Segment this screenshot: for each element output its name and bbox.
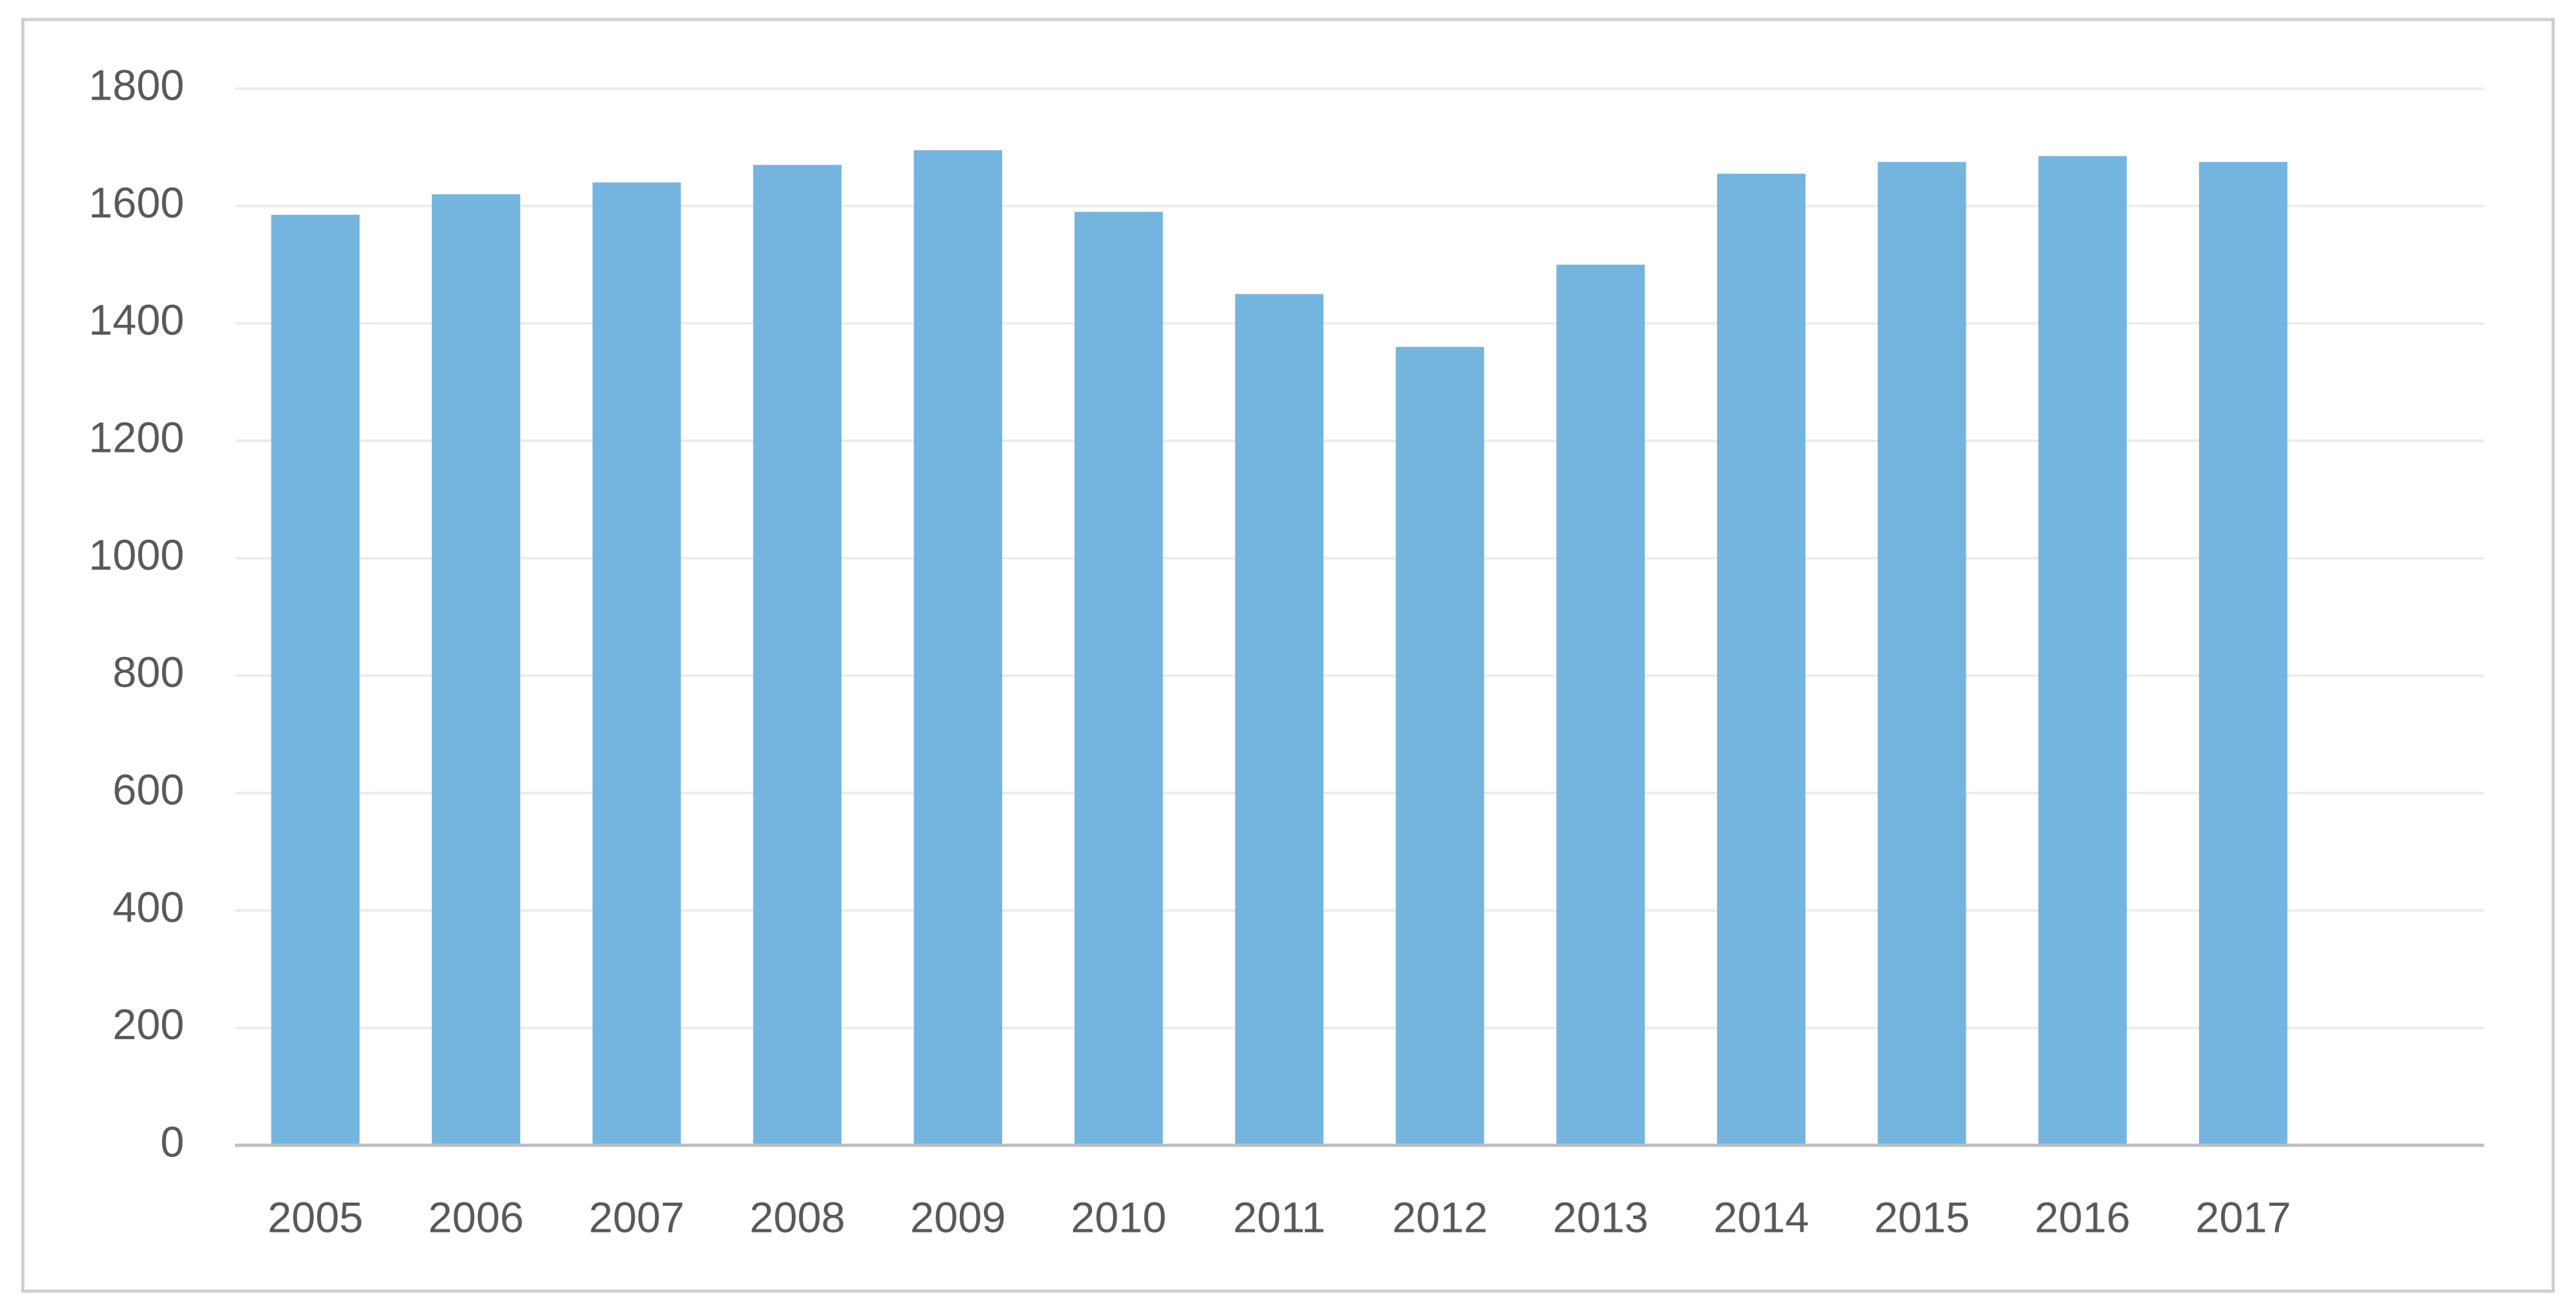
y-tick-label: 1600 [89,178,184,227]
bar [1235,294,1324,1145]
y-tick-label: 600 [113,765,184,813]
bar [2199,161,2288,1145]
y-tick-label: 800 [113,648,184,696]
x-tick-label: 2012 [1392,1193,1488,1241]
bar [1877,161,1967,1145]
y-tick-label: 200 [113,1000,184,1048]
x-tick-label: 2006 [428,1193,524,1241]
x-tick-label: 2009 [910,1193,1006,1241]
bar [2038,156,2127,1146]
bar [432,194,520,1145]
x-tick-label: 2014 [1713,1193,1809,1241]
y-tick-label: 1800 [89,61,184,109]
y-tick-label: 1000 [89,531,184,579]
x-tick-label: 2015 [1874,1193,1970,1241]
y-tick-label: 1400 [89,296,184,344]
x-tick-label: 2010 [1071,1193,1167,1241]
x-tick-label: 2016 [2035,1193,2131,1241]
y-tick-label: 400 [113,883,184,931]
x-tick-label: 2005 [268,1193,363,1241]
bar [1556,264,1645,1145]
bar [271,214,360,1145]
bar [592,182,681,1146]
bar [1716,173,1806,1145]
bar [914,150,1003,1145]
x-tick-label: 2007 [589,1193,684,1241]
bar [753,165,842,1145]
y-tick-label: 1200 [89,413,184,461]
x-tick-label: 2013 [1553,1193,1649,1241]
x-tick-label: 2011 [1233,1193,1326,1241]
bar [1395,346,1485,1145]
x-tick-label: 2017 [2196,1193,2291,1241]
bar [1074,212,1163,1146]
x-tick-label: 2008 [749,1193,845,1241]
y-tick-label: 0 [160,1117,184,1165]
